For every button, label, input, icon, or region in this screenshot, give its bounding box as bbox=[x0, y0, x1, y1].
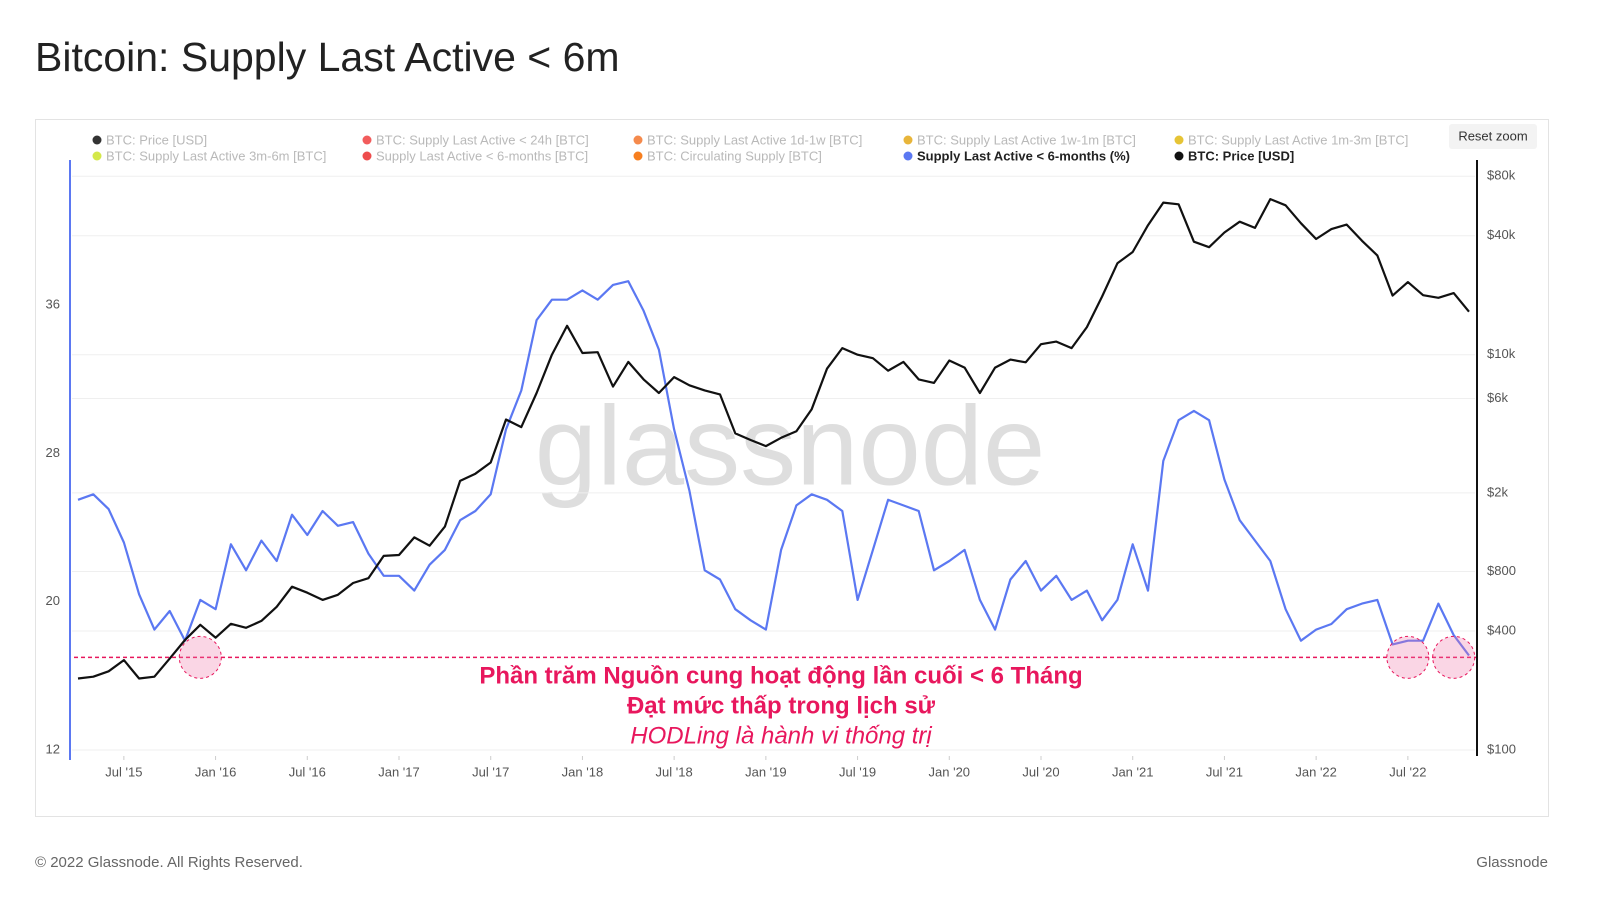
x-tick-label: Jul '16 bbox=[289, 764, 326, 779]
x-tick-label: Jan '16 bbox=[195, 764, 237, 779]
legend-label: BTC: Circulating Supply [BTC] bbox=[647, 148, 822, 163]
series-line bbox=[77, 280, 1470, 657]
y2-tick-label: $40k bbox=[1487, 227, 1516, 242]
legend-label: BTC: Supply Last Active 3m-6m [BTC] bbox=[106, 148, 326, 163]
y2-tick-label: $6k bbox=[1487, 390, 1508, 405]
series-line bbox=[77, 198, 1470, 680]
x-tick-label: Jul '20 bbox=[1022, 764, 1059, 779]
x-tick-label: Jan '20 bbox=[929, 764, 971, 779]
x-tick-label: Jul '21 bbox=[1206, 764, 1243, 779]
reset-zoom-label[interactable]: Reset zoom bbox=[1458, 128, 1527, 143]
legend-label: Supply Last Active < 6-months (%) bbox=[917, 148, 1130, 163]
annotation-2: Đạt mức thấp trong lịch sử bbox=[627, 692, 936, 719]
legend-label: Supply Last Active < 6-months [BTC] bbox=[376, 148, 588, 163]
x-tick-label: Jul '17 bbox=[472, 764, 509, 779]
y2-tick-label: $80k bbox=[1487, 168, 1516, 183]
legend-swatch bbox=[633, 151, 643, 161]
y-tick-label: 36 bbox=[46, 297, 60, 312]
x-tick-label: Jan '17 bbox=[378, 764, 420, 779]
footer-copyright: © 2022 Glassnode. All Rights Reserved. bbox=[35, 854, 303, 871]
reset-zoom-button[interactable] bbox=[1449, 124, 1537, 149]
footer-brand: Glassnode bbox=[1476, 854, 1548, 871]
legend-label: BTC: Supply Last Active 1d-1w [BTC] bbox=[647, 132, 862, 147]
y2-tick-label: $800 bbox=[1487, 563, 1516, 578]
y2-tick-label: $400 bbox=[1487, 622, 1516, 637]
highlight-circle bbox=[1432, 635, 1476, 679]
legend-swatch bbox=[1174, 135, 1184, 145]
y-tick-label: 28 bbox=[46, 445, 60, 460]
legend-swatch bbox=[362, 135, 372, 145]
legend-label: BTC: Supply Last Active 1w-1m [BTC] bbox=[917, 132, 1136, 147]
legend-label: BTC: Price [USD] bbox=[106, 132, 207, 147]
legend-swatch bbox=[633, 135, 643, 145]
x-tick-label: Jul '18 bbox=[656, 764, 693, 779]
legend-swatch bbox=[903, 151, 913, 161]
y2-tick-label: $10k bbox=[1487, 346, 1516, 361]
chart-title: Bitcoin: Supply Last Active < 6m bbox=[35, 34, 620, 80]
legend-label: BTC: Supply Last Active 1m-3m [BTC] bbox=[1188, 132, 1408, 147]
legend-swatch bbox=[362, 151, 372, 161]
legend-label: BTC: Price [USD] bbox=[1188, 148, 1294, 163]
y-tick-label: 20 bbox=[46, 593, 60, 608]
watermark: glassnode bbox=[535, 384, 1046, 509]
legend-swatch bbox=[92, 135, 102, 145]
y2-tick-label: $2k bbox=[1487, 484, 1508, 499]
chart-frame bbox=[35, 119, 1549, 817]
legend-swatch bbox=[1174, 151, 1184, 161]
x-tick-label: Jan '21 bbox=[1112, 764, 1154, 779]
x-tick-label: Jul '15 bbox=[105, 764, 142, 779]
x-tick-label: Jan '22 bbox=[1295, 764, 1337, 779]
highlight-circle bbox=[1386, 635, 1430, 679]
x-tick-label: Jan '19 bbox=[745, 764, 787, 779]
x-tick-label: Jul '22 bbox=[1389, 764, 1426, 779]
x-tick-label: Jul '19 bbox=[839, 764, 876, 779]
legend-swatch bbox=[903, 135, 913, 145]
annotation-3: HODLing là hành vi thống trị bbox=[630, 722, 932, 749]
legend-swatch bbox=[92, 151, 102, 161]
x-tick-label: Jan '18 bbox=[562, 764, 604, 779]
legend-label: BTC: Supply Last Active < 24h [BTC] bbox=[376, 132, 589, 147]
highlight-circle bbox=[178, 635, 222, 679]
y2-tick-label: $100 bbox=[1487, 741, 1516, 756]
plot-layer bbox=[72, 175, 1478, 751]
annotation-1: Phần trăm Nguồn cung hoạt động lần cuối … bbox=[479, 662, 1082, 689]
y-tick-label: 12 bbox=[46, 741, 60, 756]
